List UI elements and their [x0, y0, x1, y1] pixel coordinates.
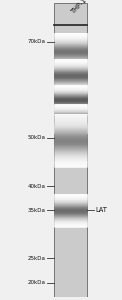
Text: THP-1: THP-1 [71, 0, 88, 15]
Bar [54, 3, 87, 297]
Text: 50kDa: 50kDa [27, 136, 46, 140]
Text: LAT: LAT [96, 207, 108, 213]
Text: 40kDa: 40kDa [27, 184, 46, 189]
Text: 25kDa: 25kDa [27, 256, 46, 261]
Text: 70kDa: 70kDa [27, 39, 46, 44]
Text: 20kDa: 20kDa [27, 280, 46, 285]
Text: 35kDa: 35kDa [27, 208, 46, 213]
